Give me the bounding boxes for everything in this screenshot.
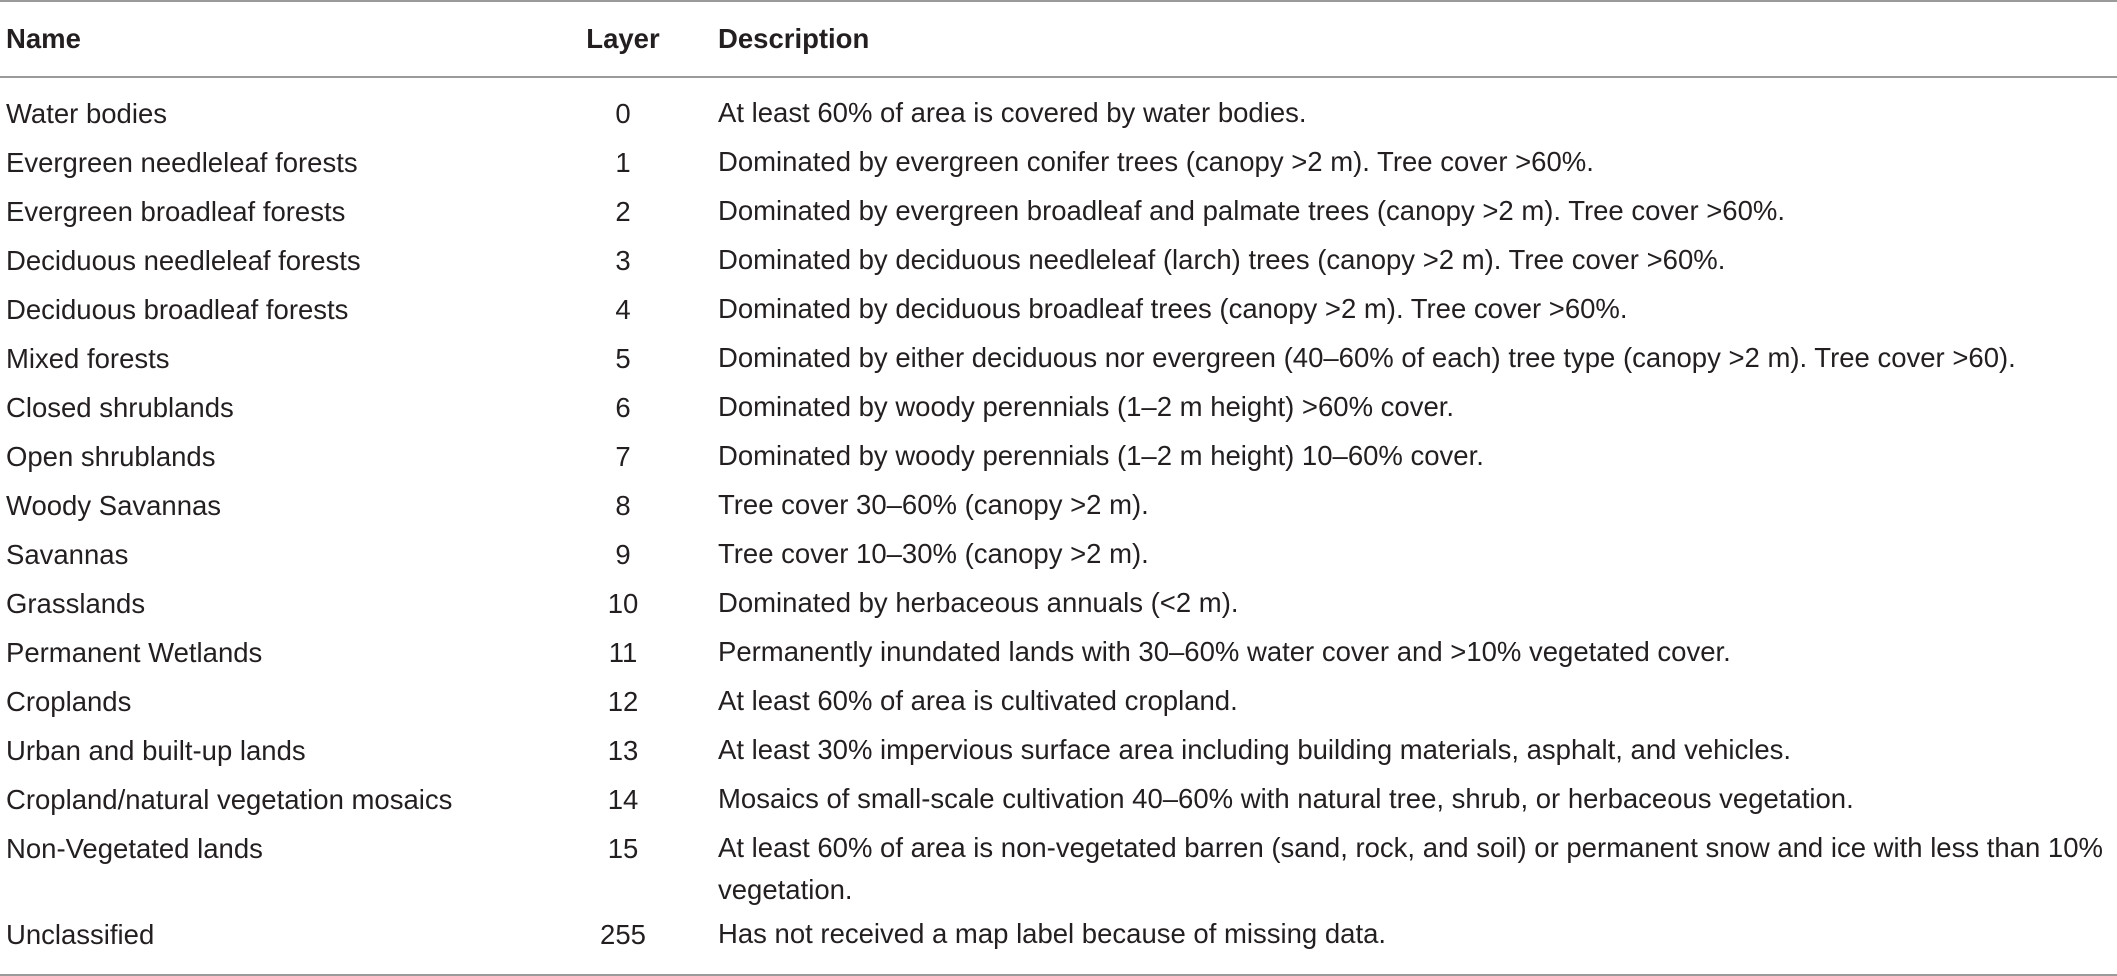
cell-description: At least 60% of area is non-vegetated ba… <box>718 832 2103 905</box>
cell-layer: 12 <box>607 686 639 717</box>
table-row: Evergreen broadleaf forests 2 Dominated … <box>0 188 2117 237</box>
cell-description: Dominated by woody perennials (1–2 m hei… <box>718 391 1455 422</box>
table-row: Evergreen needleleaf forests 1 Dominated… <box>0 139 2117 188</box>
cell-name: Permanent Wetlands <box>6 637 263 668</box>
table-row: Deciduous needleleaf forests 3 Dominated… <box>0 237 2117 286</box>
cell-layer: 4 <box>615 294 631 325</box>
table-row: Savannas 9 Tree cover 10–30% (canopy >2 … <box>0 531 2117 580</box>
table-row: Grasslands 10 Dominated by herbaceous an… <box>0 580 2117 629</box>
table-row: Unclassified 255 Has not received a map … <box>0 911 2117 975</box>
cell-layer: 11 <box>608 637 638 668</box>
cell-description: Dominated by evergreen broadleaf and pal… <box>718 195 1785 226</box>
cell-layer: 13 <box>607 735 639 766</box>
cell-layer: 14 <box>607 784 639 815</box>
cell-name: Deciduous needleleaf forests <box>6 245 361 276</box>
cell-description: Dominated by woody perennials (1–2 m hei… <box>718 440 1484 471</box>
cell-layer: 2 <box>615 196 631 227</box>
cell-layer: 8 <box>615 490 631 521</box>
cell-name: Grasslands <box>6 588 146 619</box>
table-row: Cropland/natural vegetation mosaics 14 M… <box>0 776 2117 825</box>
cell-name: Closed shrublands <box>6 392 234 423</box>
header-row: Name Layer Description <box>0 1 2117 77</box>
table-row: Woody Savannas 8 Tree cover 30–60% (cano… <box>0 482 2117 531</box>
cell-description: At least 30% impervious surface area inc… <box>718 734 1792 765</box>
cell-description: Has not received a map label because of … <box>718 918 1387 949</box>
cell-description: Tree cover 30–60% (canopy >2 m). <box>718 489 1149 520</box>
cell-layer: 1 <box>615 147 631 178</box>
cell-name: Savannas <box>6 539 129 570</box>
cell-name: Urban and built-up lands <box>6 735 306 766</box>
table-row: Permanent Wetlands 11 Permanently inunda… <box>0 629 2117 678</box>
cell-description: Dominated by deciduous broadleaf trees (… <box>718 293 1628 324</box>
cell-layer: 255 <box>600 919 646 950</box>
cell-name: Non-Vegetated lands <box>6 833 263 864</box>
cell-description: At least 60% of area is covered by water… <box>718 97 1307 128</box>
table-body: Water bodies 0 At least 60% of area is c… <box>0 77 2117 975</box>
table-header: Name Layer Description <box>0 1 2117 77</box>
table-row: Urban and built-up lands 13 At least 30%… <box>0 727 2117 776</box>
cell-layer: 0 <box>615 98 631 129</box>
cell-name: Open shrublands <box>6 441 216 472</box>
cell-description: Dominated by either deciduous nor evergr… <box>718 342 2016 373</box>
cell-layer: 7 <box>615 441 631 472</box>
cell-description: Mosaics of small-scale cultivation 40–60… <box>718 783 1854 814</box>
cell-description: Tree cover 10–30% (canopy >2 m). <box>718 538 1149 569</box>
table-row: Croplands 12 At least 60% of area is cul… <box>0 678 2117 727</box>
column-header-name: Name <box>6 23 81 54</box>
cell-name: Cropland/natural vegetation mosaics <box>6 784 453 815</box>
cell-layer: 3 <box>615 245 631 276</box>
cell-layer: 15 <box>607 833 639 864</box>
cell-name: Mixed forests <box>6 343 170 374</box>
cell-layer: 9 <box>615 539 631 570</box>
cell-layer: 6 <box>615 392 631 423</box>
cell-description: Dominated by herbaceous annuals (<2 m). <box>718 587 1239 618</box>
column-header-description: Description <box>718 23 870 54</box>
table-row: Mixed forests 5 Dominated by either deci… <box>0 335 2117 384</box>
cell-name: Woody Savannas <box>6 490 222 521</box>
cell-name: Unclassified <box>6 919 155 950</box>
cell-name: Croplands <box>6 686 132 717</box>
table-row: Closed shrublands 6 Dominated by woody p… <box>0 384 2117 433</box>
cell-description: Permanently inundated lands with 30–60% … <box>718 636 1731 667</box>
table-row: Open shrublands 7 Dominated by woody per… <box>0 433 2117 482</box>
cell-name: Evergreen needleleaf forests <box>6 147 358 178</box>
table-row: Non-Vegetated lands 15 At least 60% of a… <box>0 825 2117 911</box>
cell-name: Water bodies <box>6 98 167 129</box>
column-header-layer: Layer <box>586 23 660 54</box>
cell-description: Dominated by evergreen conifer trees (ca… <box>718 146 1594 177</box>
cell-layer: 5 <box>615 343 631 374</box>
cell-description: At least 60% of area is cultivated cropl… <box>718 685 1238 716</box>
cell-layer: 10 <box>607 588 639 619</box>
cell-name: Evergreen broadleaf forests <box>6 196 346 227</box>
cell-description: Dominated by deciduous needleleaf (larch… <box>718 244 1726 275</box>
table-row: Deciduous broadleaf forests 4 Dominated … <box>0 286 2117 335</box>
cell-name: Deciduous broadleaf forests <box>6 294 349 325</box>
table-row: Water bodies 0 At least 60% of area is c… <box>0 77 2117 139</box>
